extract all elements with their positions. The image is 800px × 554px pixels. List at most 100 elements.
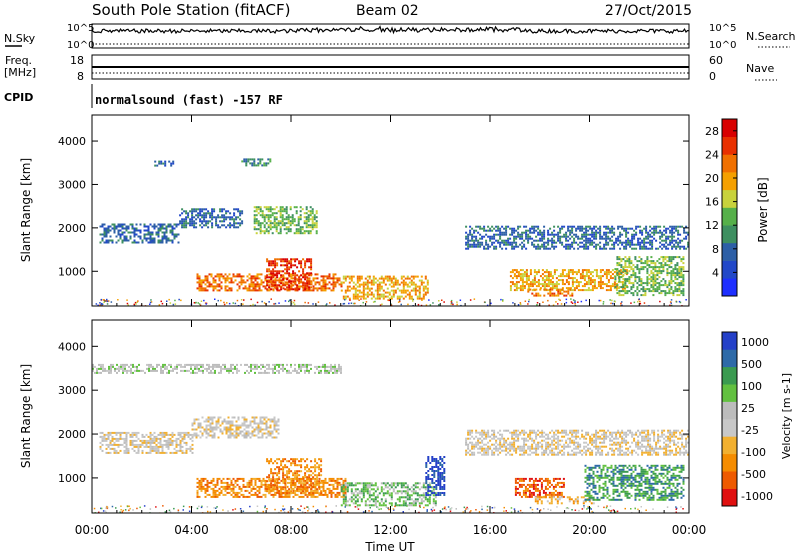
velocity-colorbar-swatch [722,471,737,489]
nave-label: Nave [746,62,774,75]
xaxis-label: Time UT [364,540,415,554]
ytick-label: 3000 [58,384,86,397]
freq-tick-high: 18 [70,54,84,67]
power-echo-data [95,158,689,306]
freq-tick-low: 8 [77,70,84,83]
xtick-label: 08:00 [274,523,309,537]
xtick-label: 04:00 [174,523,209,537]
nsky-trace [91,25,690,35]
power-colorbar-swatch [722,278,737,297]
velocity-colorbar: 1000 500 100 25 -25 -100 -500 -1000 [721,331,773,507]
power-echo-region [527,288,574,297]
power-colorbar-swatch [722,260,737,279]
beam-label: Beam 02 [356,3,419,19]
nsky-tick-high: 10^5 [67,23,94,34]
velocity-echo-data [92,363,689,513]
ytick-label: 1000 [58,472,86,485]
ytick-label: 3000 [58,178,86,191]
xtick-label: 00:00 [75,523,110,537]
ytick-label: 2000 [58,222,86,235]
power-echo-region [179,208,244,229]
velocity-echo-region [465,429,689,456]
power-colorbar-label: Power [dB] [756,177,770,242]
power-colorbar-swatch [722,242,737,261]
velocity-colorbar-tick: 500 [741,358,762,371]
power-colorbar-tick: 16 [705,196,719,209]
power-colorbar-swatch [722,225,737,244]
power-echo-region [196,273,343,292]
date-label: 27/Oct/2015 [605,3,692,19]
velocity-colorbar-swatch [722,419,737,437]
ytick-label: 4000 [58,340,86,353]
xtick-label: 20:00 [572,523,607,537]
velocity-colorbar-swatch [722,453,737,472]
velocity-panel-frame [91,319,690,514]
velocity-echo-region [584,464,685,501]
freq-unit: [MHz] [4,66,36,79]
power-echo-region [99,223,180,244]
velocity-colorbar-tick: 1000 [741,336,769,349]
velocity-echo-region [92,363,342,374]
velocity-colorbar-swatch [722,349,737,368]
ytick-label: 4000 [58,135,86,148]
power-colorbar-swatch [722,154,737,173]
velocity-ylabel: Slant Range [km] [19,364,33,468]
velocity-echo-region [191,416,280,439]
power-ylabel: Slant Range [km] [19,158,33,262]
freq-label: Freq. [5,54,32,67]
power-colorbar-tick: 12 [705,219,719,232]
power-colorbar: 4 8 12 16 20 24 28 [705,118,738,297]
power-colorbar-tick: 28 [705,125,719,138]
velocity-colorbar-swatch [722,436,737,455]
power-colorbar-tick: 4 [712,266,719,279]
power-colorbar-swatch [722,136,737,155]
velocity-echo-region [99,431,194,454]
nsearch-tick-high: 10^5 [709,23,736,34]
velocity-colorbar-tick: 25 [741,402,755,415]
power-echo-region [241,158,272,167]
power-colorbar-swatch [722,119,737,137]
nave-tick-low: 0 [709,70,716,83]
velocity-colorbar-tick: -25 [741,424,759,437]
power-echo-region [614,256,685,297]
velocity-colorbar-swatch [722,384,737,402]
velocity-colorbar-swatch [722,366,737,385]
station-title: South Pole Station (fitACF) [92,1,290,19]
power-echo-region [340,275,429,300]
power-axes: 1000 2000 3000 4000 [58,115,690,306]
velocity-colorbar-swatch [722,401,737,420]
velocity-echo-region [425,456,446,496]
power-echo-region [465,225,689,250]
power-echo-region [154,160,175,167]
velocity-colorbar-swatch [722,332,737,350]
velocity-colorbar-swatch [722,488,737,507]
nsky-label: N.Sky [4,32,36,45]
cpid-text: normalsound (fast) -157 RF [95,93,283,107]
velocity-echo-region [266,458,323,495]
xtick-label: 12:00 [373,523,408,537]
power-colorbar-swatch [722,207,737,226]
velocity-colorbar-tick: -500 [741,468,766,481]
velocity-speckle [93,505,684,513]
velocity-colorbar-tick: -100 [741,446,766,459]
power-colorbar-tick: 20 [705,172,719,185]
nsearch-tick-low: 10^0 [709,40,736,51]
nsky-panel [91,23,690,49]
power-speckle [95,298,689,306]
nsky-tick-low: 10^0 [67,40,94,51]
velocity-colorbar-tick: 100 [741,380,762,393]
velocity-echo-region [340,482,437,507]
xtick-label: 00:00 [672,523,707,537]
nsearch-label: N.Search [746,30,796,43]
velocity-echo-region [514,477,565,498]
ytick-label: 1000 [58,265,86,278]
power-colorbar-swatch [722,172,737,191]
power-colorbar-swatch [722,189,737,208]
power-echo-region [253,206,318,235]
nave-tick-high: 60 [709,54,723,67]
velocity-colorbar-tick: -1000 [741,490,773,503]
velocity-colorbar-label: Velocity [m s-1] [780,373,793,459]
cpid-label: CPID [4,91,33,104]
velocity-axes: 1000 2000 3000 4000 00:00 04:00 08:00 12:00 16:0… [58,320,706,537]
